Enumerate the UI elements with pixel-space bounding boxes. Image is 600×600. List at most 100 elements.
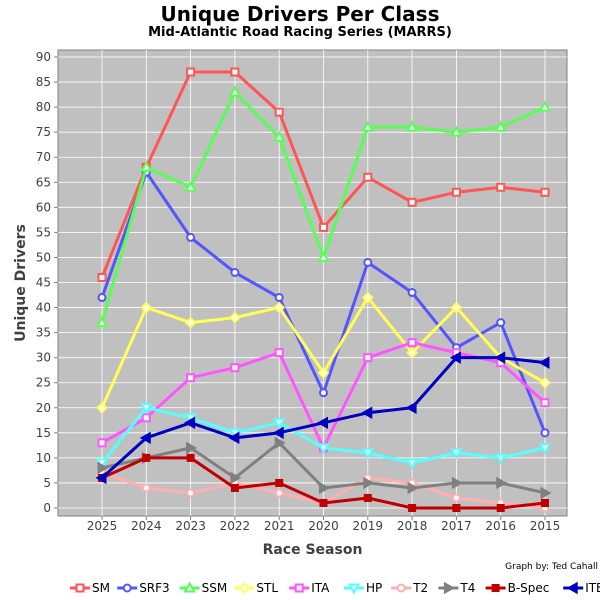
legend-marker [396,583,406,593]
legend-item-t4: T4 [438,581,475,595]
data-point-stl [361,291,374,304]
data-point-srf3 [97,293,107,303]
series-stl [96,291,551,414]
x-tick-label: 2019 [353,519,384,533]
data-point-ita [97,438,107,448]
data-point-stl [317,366,330,379]
data-point-ita [363,353,373,363]
data-point-sm [274,107,284,117]
data-point-sm [496,182,506,192]
legend-label: T2 [412,581,428,595]
data-point-itb [95,471,107,485]
data-point-t4 [407,481,419,495]
y-tick-label: 70 [36,150,51,164]
data-point-ssm [272,130,286,142]
data-point-b-spec [186,453,195,462]
legend-item-itb: ITB [563,581,600,595]
y-tick-label: 55 [36,225,51,239]
series-ssm [95,85,552,328]
y-axis-title: Unique Drivers [13,224,29,342]
y-tick-label: 90 [36,50,51,64]
y-tick-label: 15 [36,426,51,440]
chart-credit: Graph by: Ted Cahall [505,562,598,572]
data-point-sm [230,67,240,77]
data-point-itb [184,416,196,430]
data-point-stl [228,311,241,324]
data-point-hp [140,403,153,415]
data-point-itb [228,431,240,445]
data-point-ssm [140,160,153,172]
x-tick-label: 2023 [175,519,206,533]
legend-marker [294,583,304,593]
legend-label: STL [256,581,278,595]
data-point-b-spec [408,504,417,512]
data-point-ssm [317,250,330,262]
legend-item-srf3: SRF3 [117,581,170,595]
data-point-srf3 [496,318,506,328]
x-tick-label: 2016 [485,519,516,533]
data-point-ssm [494,120,507,132]
data-point-srf3 [186,232,196,242]
data-point-stl [184,316,197,329]
legend-label: SM [92,581,110,595]
legend-marker [347,583,361,595]
chart-title: Unique Drivers Per Class [160,2,440,26]
data-point-t2 [451,493,461,503]
plot-background [57,49,568,517]
data-point-ssm [405,120,419,132]
y-tick-label: 40 [36,301,51,315]
chart-subtitle: Mid-Atlantic Road Racing Series (MARRS) [148,25,452,40]
legend-marker [75,583,85,593]
data-point-stl [140,301,153,314]
x-tick-label: 2020 [308,519,339,533]
data-point-b-spec [142,453,151,462]
data-point-t4 [363,476,375,490]
legend-item-ssm: SSM [179,581,227,595]
data-point-b-spec [496,504,505,512]
data-point-t2 [141,483,151,493]
data-point-srf3 [363,257,373,267]
data-point-sm [407,197,417,207]
x-tick-label: 2022 [220,519,251,533]
data-point-ita [141,413,151,423]
legend-item-t2: T2 [391,581,428,595]
series-sm [97,67,550,282]
data-point-itb [494,351,506,364]
data-point-ssm [184,180,197,192]
data-point-srf3 [230,267,240,277]
legend-item-stl: STL [234,581,278,595]
data-point-itb [449,351,461,364]
legend-marker [238,582,251,594]
y-tick-label: 75 [36,125,51,139]
x-tick-label: 2025 [87,519,118,533]
data-point-t4 [319,481,331,495]
data-point-itb [316,416,328,430]
data-point-ita [540,398,550,408]
y-tick-label: 30 [36,351,51,365]
legend-marker [443,581,455,595]
x-tick-label: 2017 [441,519,472,533]
legend-marker [566,581,578,595]
data-point-ssm [228,85,242,97]
legend-marker [491,584,500,592]
data-point-stl [406,346,419,359]
legend-label: HP [366,581,382,595]
data-point-t2 [274,488,284,498]
data-point-b-spec [275,478,284,487]
legend-item-hp: HP [344,581,382,595]
y-tick-label: 20 [36,401,51,415]
data-point-itb [139,431,151,445]
x-tick-label: 2024 [131,519,162,533]
data-point-hp [272,418,286,430]
data-point-hp [405,458,419,470]
data-point-itb [361,406,373,419]
data-point-ssm [450,125,463,137]
data-point-srf3 [407,288,417,298]
data-point-t2 [186,488,196,498]
data-point-itb [405,401,417,414]
data-point-b-spec [319,498,328,507]
series-itb [95,351,550,485]
data-point-stl [273,301,286,314]
legend-marker [122,583,132,593]
